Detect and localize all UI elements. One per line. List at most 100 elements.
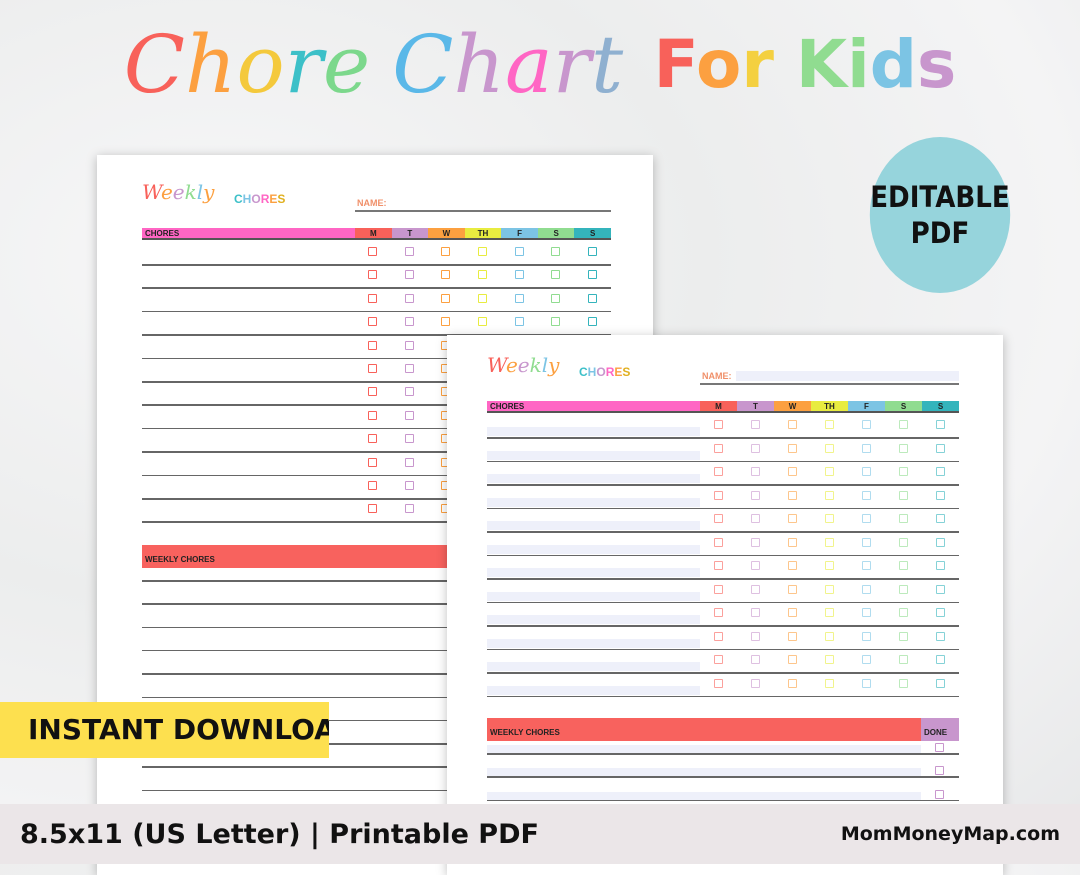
day-checkbox[interactable]	[551, 317, 561, 327]
day-checkbox[interactable]	[898, 608, 908, 617]
day-checkbox[interactable]	[824, 561, 834, 570]
day-checkbox[interactable]	[368, 364, 378, 373]
day-checkbox[interactable]	[787, 678, 797, 688]
day-checkbox[interactable]	[478, 247, 487, 256]
day-checkbox[interactable]	[750, 537, 760, 547]
day-checkbox[interactable]	[514, 270, 524, 280]
day-checkbox[interactable]	[478, 270, 487, 280]
day-checkbox[interactable]	[898, 420, 908, 429]
day-checkbox[interactable]	[787, 537, 797, 547]
day-checkbox[interactable]	[750, 443, 760, 453]
day-checkbox[interactable]	[750, 608, 760, 617]
day-checkbox[interactable]	[861, 420, 871, 429]
day-checkbox[interactable]	[861, 584, 871, 594]
day-checkbox[interactable]	[750, 631, 760, 641]
day-checkbox[interactable]	[787, 443, 797, 453]
day-checkbox[interactable]	[861, 537, 871, 547]
day-checkbox[interactable]	[861, 678, 871, 688]
day-checkbox[interactable]	[368, 434, 378, 444]
day-checkbox[interactable]	[514, 247, 524, 256]
day-checkbox[interactable]	[861, 655, 871, 664]
day-checkbox[interactable]	[404, 504, 414, 514]
day-checkbox[interactable]	[824, 608, 834, 617]
day-checkbox[interactable]	[861, 631, 871, 641]
day-checkbox[interactable]	[750, 655, 760, 664]
day-checkbox[interactable]	[787, 608, 797, 617]
day-checkbox[interactable]	[935, 420, 945, 429]
day-checkbox[interactable]	[898, 443, 908, 453]
day-checkbox[interactable]	[824, 537, 834, 547]
day-checkbox[interactable]	[824, 490, 834, 500]
day-checkbox[interactable]	[898, 561, 908, 570]
day-checkbox[interactable]	[713, 678, 723, 688]
day-checkbox[interactable]	[368, 387, 378, 397]
day-checkbox[interactable]	[368, 317, 378, 327]
day-checkbox[interactable]	[787, 584, 797, 594]
day-checkbox[interactable]	[713, 584, 723, 594]
day-checkbox[interactable]	[404, 410, 414, 420]
day-checkbox[interactable]	[404, 293, 414, 303]
day-checkbox[interactable]	[824, 467, 834, 476]
day-checkbox[interactable]	[713, 631, 723, 641]
day-checkbox[interactable]	[824, 655, 834, 664]
day-checkbox[interactable]	[713, 490, 723, 500]
day-checkbox[interactable]	[935, 678, 945, 688]
day-checkbox[interactable]	[368, 270, 378, 280]
day-checkbox[interactable]	[441, 247, 451, 256]
day-checkbox[interactable]	[824, 631, 834, 641]
day-checkbox[interactable]	[898, 537, 908, 547]
day-checkbox[interactable]	[861, 608, 871, 617]
day-checkbox[interactable]	[551, 247, 561, 256]
done-checkbox[interactable]	[935, 766, 944, 776]
day-checkbox[interactable]	[787, 514, 797, 523]
day-checkbox[interactable]	[935, 655, 945, 664]
day-checkbox[interactable]	[861, 467, 871, 476]
day-checkbox[interactable]	[898, 678, 908, 688]
day-checkbox[interactable]	[404, 247, 414, 256]
day-checkbox[interactable]	[368, 340, 378, 350]
day-checkbox[interactable]	[935, 584, 945, 594]
day-checkbox[interactable]	[824, 420, 834, 429]
day-checkbox[interactable]	[898, 631, 908, 641]
day-checkbox[interactable]	[404, 457, 414, 467]
day-checkbox[interactable]	[935, 537, 945, 547]
day-checkbox[interactable]	[750, 678, 760, 688]
day-checkbox[interactable]	[713, 443, 723, 453]
day-checkbox[interactable]	[587, 293, 597, 303]
day-checkbox[interactable]	[713, 514, 723, 523]
day-checkbox[interactable]	[861, 443, 871, 453]
day-checkbox[interactable]	[935, 490, 945, 500]
day-checkbox[interactable]	[861, 561, 871, 570]
day-checkbox[interactable]	[787, 655, 797, 664]
day-checkbox[interactable]	[787, 561, 797, 570]
day-checkbox[interactable]	[587, 317, 597, 327]
day-checkbox[interactable]	[478, 317, 487, 327]
day-checkbox[interactable]	[551, 293, 561, 303]
day-checkbox[interactable]	[368, 247, 378, 256]
day-checkbox[interactable]	[824, 584, 834, 594]
day-checkbox[interactable]	[404, 387, 414, 397]
day-checkbox[interactable]	[935, 443, 945, 453]
day-checkbox[interactable]	[935, 608, 945, 617]
day-checkbox[interactable]	[824, 678, 834, 688]
day-checkbox[interactable]	[368, 504, 378, 514]
day-checkbox[interactable]	[404, 364, 414, 373]
day-checkbox[interactable]	[713, 467, 723, 476]
day-checkbox[interactable]	[713, 420, 723, 429]
day-checkbox[interactable]	[824, 443, 834, 453]
day-checkbox[interactable]	[514, 293, 524, 303]
day-checkbox[interactable]	[441, 270, 451, 280]
day-checkbox[interactable]	[368, 293, 378, 303]
day-checkbox[interactable]	[478, 293, 487, 303]
day-checkbox[interactable]	[787, 631, 797, 641]
done-checkbox[interactable]	[935, 789, 944, 799]
day-checkbox[interactable]	[935, 561, 945, 570]
day-checkbox[interactable]	[441, 317, 451, 327]
day-checkbox[interactable]	[368, 410, 378, 420]
day-checkbox[interactable]	[404, 434, 414, 444]
day-checkbox[interactable]	[368, 481, 378, 490]
day-checkbox[interactable]	[551, 270, 561, 280]
day-checkbox[interactable]	[861, 514, 871, 523]
day-checkbox[interactable]	[898, 490, 908, 500]
day-checkbox[interactable]	[935, 631, 945, 641]
